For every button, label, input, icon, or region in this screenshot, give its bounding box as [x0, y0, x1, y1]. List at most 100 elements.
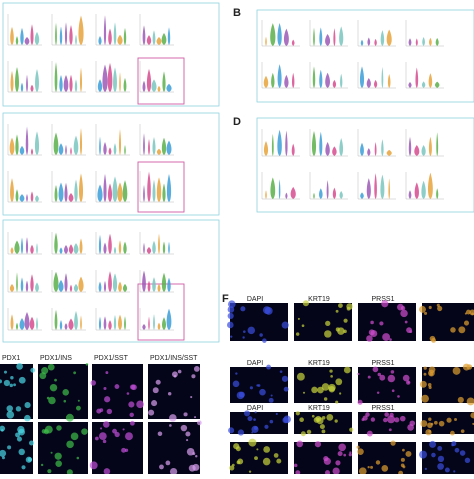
cell: [30, 367, 36, 373]
cell: [63, 399, 67, 403]
violin: [380, 174, 385, 199]
cell: [10, 376, 14, 380]
cell: [283, 386, 289, 392]
violin: [74, 79, 78, 92]
cell: [451, 443, 454, 447]
cell: [421, 394, 429, 403]
micrograph: [0, 422, 33, 474]
cell: [311, 414, 315, 418]
cell: [259, 333, 263, 337]
cell: [236, 391, 245, 400]
violin: [35, 68, 39, 92]
box: [2, 219, 220, 343]
violin: [166, 140, 172, 155]
cell: [370, 417, 376, 422]
cell: [321, 383, 330, 391]
cell: [3, 379, 11, 387]
cell: [169, 424, 172, 427]
cell: [15, 406, 22, 412]
violin: [313, 27, 315, 46]
cell: [194, 416, 197, 419]
violin: [366, 178, 371, 199]
violin: [147, 280, 151, 292]
box: [256, 117, 474, 213]
violin: [10, 70, 14, 92]
cell: [157, 431, 163, 437]
cell: [404, 320, 408, 324]
cell: [165, 460, 171, 466]
violin: [26, 74, 28, 92]
violin: [30, 191, 34, 202]
cell: [338, 303, 343, 308]
cell: [459, 450, 466, 456]
cell: [428, 369, 435, 377]
violin: [143, 242, 145, 254]
violin: [142, 25, 146, 45]
box: [2, 2, 220, 107]
violin: [123, 241, 127, 254]
cell: [424, 311, 428, 315]
violin: [332, 79, 337, 88]
violin: [103, 242, 107, 254]
violin: [277, 64, 282, 88]
cell: [95, 436, 99, 441]
violin: [291, 39, 295, 46]
cell: [281, 321, 289, 329]
cell: [343, 453, 347, 457]
cell: [188, 464, 196, 472]
cell: [49, 383, 58, 392]
cell: [349, 427, 354, 432]
cell: [75, 405, 81, 411]
image-label: KRT19: [308, 360, 330, 367]
violin: [15, 322, 19, 330]
cell: [381, 300, 389, 308]
cell: [169, 467, 178, 476]
violin: [277, 129, 282, 156]
cell: [399, 415, 406, 422]
violin: [380, 30, 385, 46]
violin: [64, 182, 68, 202]
violin: [386, 29, 392, 46]
micrograph: [230, 303, 288, 341]
violin: [147, 171, 151, 202]
cell: [183, 412, 188, 417]
cell: [100, 427, 103, 430]
violin: [69, 284, 73, 292]
cell: [248, 470, 252, 473]
cell: [18, 448, 25, 456]
cell: [191, 374, 196, 379]
cell: [424, 467, 427, 470]
violin: [373, 79, 378, 88]
cell: [450, 327, 456, 333]
violin: [339, 137, 344, 156]
cell: [337, 451, 343, 457]
cell: [314, 441, 322, 448]
cell: [438, 420, 445, 427]
cell: [357, 448, 364, 455]
violin: [74, 310, 78, 330]
violin: [325, 141, 330, 156]
violin: [10, 178, 14, 202]
cell: [148, 409, 155, 416]
cell: [335, 309, 339, 313]
cell: [106, 408, 113, 415]
cell: [328, 383, 336, 392]
violin: [278, 179, 281, 199]
violin: [117, 182, 123, 202]
violin: [20, 27, 24, 45]
violin: [36, 242, 38, 254]
cell: [431, 338, 437, 343]
cell: [406, 380, 411, 385]
cell: [402, 465, 406, 469]
violin: [53, 271, 59, 292]
cell: [190, 395, 193, 399]
cell: [16, 436, 22, 442]
image-label: DAPI: [247, 405, 263, 412]
violin: [108, 271, 112, 292]
violin: [386, 149, 392, 156]
cell: [295, 411, 300, 416]
cell: [323, 397, 328, 401]
cell: [377, 372, 382, 377]
violin: [367, 148, 371, 156]
cell: [332, 467, 340, 475]
